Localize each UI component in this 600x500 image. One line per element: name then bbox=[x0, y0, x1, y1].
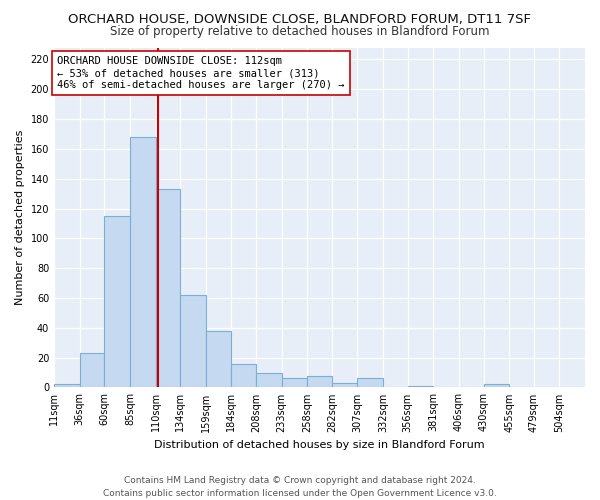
Bar bbox=[130, 137, 155, 388]
Y-axis label: Number of detached properties: Number of detached properties bbox=[15, 130, 25, 305]
Bar bbox=[54, 384, 80, 388]
Bar bbox=[206, 331, 232, 388]
Bar bbox=[80, 353, 104, 388]
Bar bbox=[180, 295, 206, 388]
Text: ORCHARD HOUSE DOWNSIDE CLOSE: 112sqm
← 53% of detached houses are smaller (313)
: ORCHARD HOUSE DOWNSIDE CLOSE: 112sqm ← 5… bbox=[57, 56, 344, 90]
Bar bbox=[281, 378, 307, 388]
Bar bbox=[155, 189, 180, 388]
Text: Contains HM Land Registry data © Crown copyright and database right 2024.
Contai: Contains HM Land Registry data © Crown c… bbox=[103, 476, 497, 498]
Bar bbox=[358, 378, 383, 388]
Bar bbox=[104, 216, 130, 388]
Text: ORCHARD HOUSE, DOWNSIDE CLOSE, BLANDFORD FORUM, DT11 7SF: ORCHARD HOUSE, DOWNSIDE CLOSE, BLANDFORD… bbox=[68, 12, 532, 26]
Bar bbox=[484, 384, 509, 388]
Bar bbox=[256, 372, 281, 388]
Bar bbox=[407, 386, 433, 388]
X-axis label: Distribution of detached houses by size in Blandford Forum: Distribution of detached houses by size … bbox=[154, 440, 485, 450]
Bar bbox=[307, 376, 332, 388]
Bar bbox=[232, 364, 256, 388]
Bar bbox=[332, 383, 358, 388]
Text: Size of property relative to detached houses in Blandford Forum: Size of property relative to detached ho… bbox=[110, 25, 490, 38]
